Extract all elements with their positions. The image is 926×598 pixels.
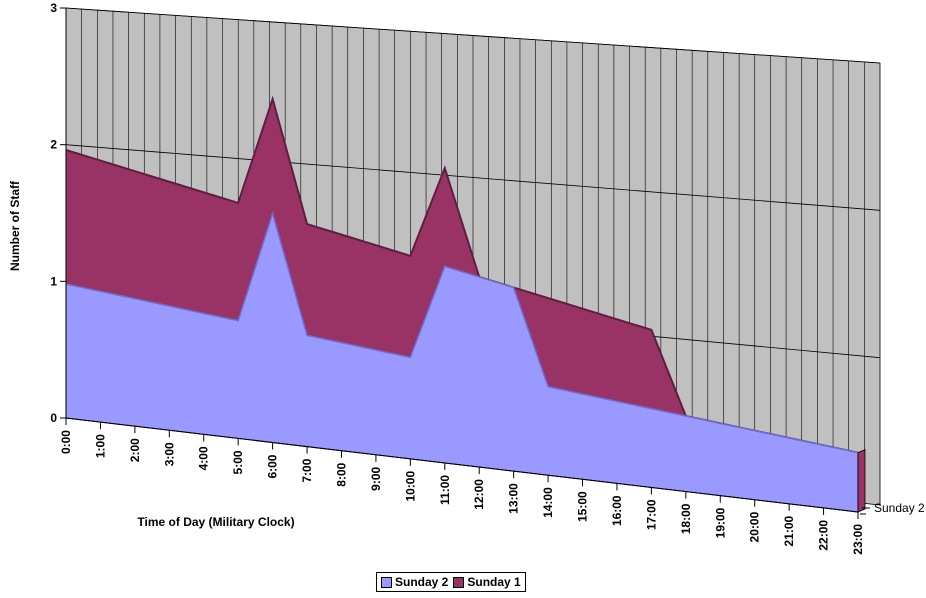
x-tick-label: 8:00 (334, 462, 348, 486)
horizontal-gridline (65, 7, 881, 64)
x-axis-title: Time of Day (Military Clock) (137, 515, 294, 529)
area-side-face (857, 449, 866, 513)
x-tick-label: 13:00 (507, 483, 521, 514)
x-tick-label: 12:00 (472, 479, 486, 510)
chart-axes: 0 1 2 3 0:00 1:00 2:00 3:00 4:00 5:00 6:00 7:00 8:00… (50, 1, 925, 555)
x-tick-label: 21:00 (782, 516, 796, 547)
x-tick-label: 22:00 (817, 520, 831, 551)
x-tick-label: 23:00 (851, 524, 865, 555)
x-tick-label: 5:00 (231, 450, 245, 474)
x-tick-label: 20:00 (748, 511, 762, 542)
x-tick-label: 0:00 (59, 430, 73, 454)
x-tick-label: 7:00 (300, 458, 314, 482)
x-tick-label: 6:00 (266, 454, 280, 478)
legend-label: Sunday 2 (395, 575, 449, 589)
depth-axis-label: Sunday 2 (874, 501, 925, 515)
legend-swatch (381, 576, 392, 588)
x-axis-line (65, 417, 859, 513)
y-tick-label: 0 (50, 411, 57, 425)
legend-item: Sunday 2 (381, 575, 448, 589)
x-tick-label: 1:00 (93, 434, 107, 458)
x-tick-label: 3:00 (162, 442, 176, 466)
x-tick-label: 11:00 (438, 475, 452, 505)
area-top-edge-sunday-2 (65, 210, 859, 454)
x-tick-label: 10:00 (403, 471, 417, 502)
y-tick-label: 3 (50, 1, 57, 15)
x-tick-label: 15:00 (576, 491, 590, 522)
x-tick-label: 2:00 (128, 438, 142, 462)
horizontal-gridline (65, 144, 881, 211)
y-tick-label: 1 (50, 274, 57, 288)
x-tick-label: 4:00 (197, 446, 211, 470)
x-tick-label: 16:00 (610, 495, 624, 526)
x-tick-label: 19:00 (713, 507, 727, 538)
x-tick-label: 9:00 (369, 466, 383, 490)
y-axis-title: Number of Staff (8, 180, 22, 271)
y-tick-label: 2 (50, 138, 57, 152)
chart-legend: Sunday 2 Sunday 1 (376, 572, 526, 592)
legend-label: Sunday 1 (467, 575, 521, 589)
x-tick-label: 18:00 (679, 503, 693, 534)
legend-swatch (453, 576, 465, 588)
x-tick-label: 14:00 (541, 487, 555, 518)
legend-item: Sunday 1 (453, 575, 521, 589)
x-tick-label: 17:00 (644, 499, 658, 530)
